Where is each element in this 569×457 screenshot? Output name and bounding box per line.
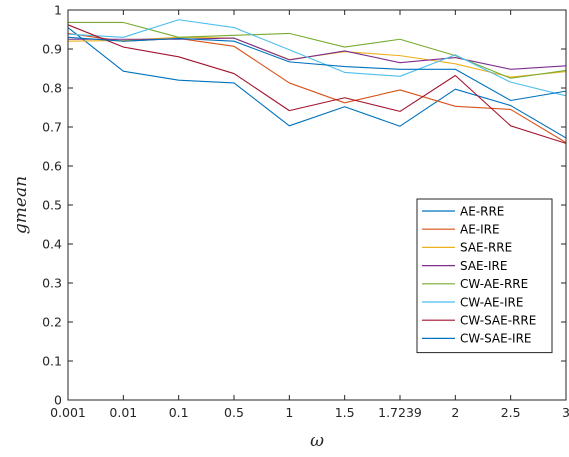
legend: AE-RRE AE-IRE SAE-RRE SAE-IRE CW-AE-RRE CW-AE… [416,198,553,354]
x-axis-label: ω [310,431,324,451]
legend-label: SAE-IRE [460,259,507,273]
x-tick-label: 1.5 [335,405,355,420]
series-line-sae-ire [68,37,567,70]
legend-label: AE-RRE [460,204,504,218]
series-line-ae-rre [67,27,567,139]
y-tick-label: 0.1 [42,354,62,369]
legend-box [416,198,553,354]
y-tick-label: 1 [54,3,62,18]
y-tick-label: 0.4 [42,237,62,252]
axes-layer: 0.001 0.01 0.1 0.5 1 1.5 1.7239 2 2.5 3 0 0.1 0.2 0.3… [42,3,569,421]
series-line-cw-sae-ire [67,36,567,102]
y-axis-label: gmean [11,176,31,234]
x-tick-label: 1.7239 [378,405,422,420]
x-tick-label: 0.01 [109,405,137,420]
y-tick-label: 0.5 [42,198,62,213]
y-tick-label: 0.2 [42,315,62,330]
y-tick-label: 0.8 [42,81,62,96]
y-tick-label: 0 [54,393,62,408]
legend-label: CW-AE-RRE [460,277,528,291]
y-tick-label: 0.7 [42,120,62,135]
series-line-cw-ae-ire [67,19,567,97]
x-tick-label: 2.5 [501,405,521,420]
series-line-cw-sae-rre [67,24,567,144]
x-tick-label: 0.1 [169,405,189,420]
legend-label: CW-SAE-IRE [460,332,532,346]
y-tick-label: 0.6 [42,159,62,174]
legend-label: SAE-RRE [460,241,512,255]
legend-label: CW-SAE-RRE [460,314,536,328]
series-line-cw-ae-rre [68,21,567,79]
x-tick-label: 0.001 [50,405,86,420]
series-layer [67,19,567,144]
x-tick-label: 2 [451,405,459,420]
x-tick-label: 1 [285,405,293,420]
y-tick-label: 0.3 [42,276,62,291]
legend-label: CW-AE-IRE [460,295,523,309]
x-tick-label: 3 [562,405,569,420]
legend-label: AE-IRE [460,223,500,237]
y-tick-label: 0.9 [42,42,62,57]
x-tick-label: 0.5 [224,405,244,420]
